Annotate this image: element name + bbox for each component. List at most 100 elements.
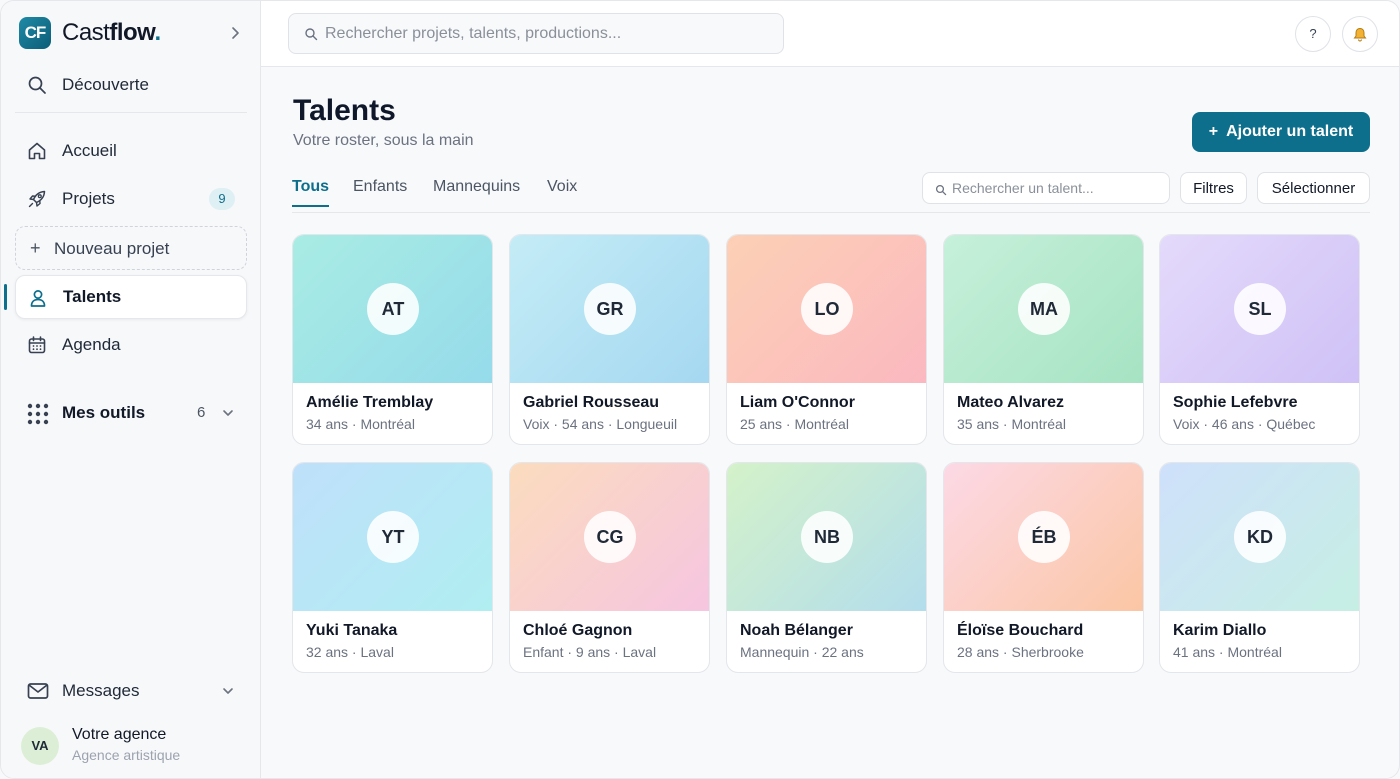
talent-name: Éloïse Bouchard — [957, 622, 1084, 639]
talent-name: Karim Diallo — [1173, 622, 1267, 639]
talent-card[interactable]: YT Yuki Tanaka 32 ans · Laval — [292, 462, 493, 673]
chevron-down-icon[interactable] — [221, 684, 235, 698]
brand-name: Castflow. — [62, 19, 161, 46]
avatar: LO — [801, 283, 853, 335]
talent-card[interactable]: SL Sophie Lefebvre Voix · 46 ans · Québec — [1159, 234, 1360, 445]
talent-cover: CG — [510, 463, 709, 611]
page-title: Talents — [293, 94, 396, 127]
tab-all[interactable]: Tous — [292, 178, 330, 195]
talent-card[interactable]: NB Noah Bélanger Mannequin · 22 ans — [726, 462, 927, 673]
talent-name: Sophie Lefebvre — [1173, 394, 1298, 411]
page-subtitle: Votre roster, sous la main — [293, 132, 474, 149]
avatar: GR — [584, 283, 636, 335]
add-talent-label: Ajouter un talent — [1226, 123, 1354, 140]
talent-cover: SL — [1160, 235, 1359, 383]
sidebar-item-projects[interactable]: Projets 9 — [15, 177, 247, 221]
agency-profile[interactable]: VA Votre agence Agence artistique — [21, 725, 251, 767]
talent-name: Noah Bélanger — [740, 622, 853, 639]
sidebar-divider — [15, 112, 247, 113]
new-project-button[interactable]: + Nouveau projet — [15, 226, 247, 270]
notifications-button[interactable] — [1342, 16, 1378, 52]
tab-voices[interactable]: Voix — [547, 178, 578, 195]
talent-meta: 28 ans · Sherbrooke — [957, 644, 1084, 660]
tabs-divider — [292, 212, 1370, 213]
talent-name: Chloé Gagnon — [523, 622, 633, 639]
talent-cover: LO — [727, 235, 926, 383]
grid-icon — [27, 403, 49, 425]
talent-search[interactable] — [922, 172, 1170, 204]
sidebar-item-agenda[interactable]: Agenda — [15, 323, 247, 367]
talent-meta: 34 ans · Montréal — [306, 416, 415, 432]
sidebar-item-discover[interactable]: Découverte — [15, 63, 247, 107]
tab-models[interactable]: Mannequins — [433, 178, 521, 195]
sidebar: CF Castflow. Découverte Accueil Projets … — [1, 1, 261, 778]
sidebar-item-label: Découverte — [62, 75, 149, 94]
talent-meta: 32 ans · Laval — [306, 644, 394, 660]
help-button[interactable]: ? — [1295, 16, 1331, 52]
global-search[interactable] — [288, 13, 784, 54]
sidebar-item-talents[interactable]: Talents — [15, 275, 247, 319]
tools-count: 6 — [197, 404, 206, 421]
talent-card[interactable]: CG Chloé Gagnon Enfant · 9 ans · Laval — [509, 462, 710, 673]
mail-icon — [27, 681, 49, 701]
talent-card[interactable]: AT Amélie Tremblay 34 ans · Montréal — [292, 234, 493, 445]
topbar: ? — [261, 1, 1399, 67]
talent-card[interactable]: GR Gabriel Rousseau Voix · 54 ans · Longue… — [509, 234, 710, 445]
talent-cover: NB — [727, 463, 926, 611]
avatar: CG — [584, 511, 636, 563]
chevron-down-icon[interactable] — [221, 406, 235, 420]
active-tab-indicator — [292, 205, 329, 207]
agency-name: Votre agence — [72, 726, 167, 743]
avatar: YT — [367, 511, 419, 563]
avatar: MA — [1018, 283, 1070, 335]
talent-card[interactable]: LO Liam O'Connor 25 ans · Montréal — [726, 234, 927, 445]
talent-meta: 41 ans · Montréal — [1173, 644, 1282, 660]
sidebar-item-label: Agenda — [62, 335, 121, 354]
talent-name: Gabriel Rousseau — [523, 394, 660, 411]
talent-card[interactable]: KD Karim Diallo 41 ans · Montréal — [1159, 462, 1360, 673]
talent-name: Amélie Tremblay — [306, 394, 434, 411]
talent-cover: ÉB — [944, 463, 1143, 611]
talent-meta: Mannequin · 22 ans — [740, 644, 864, 660]
sidebar-item-label: Messages — [62, 681, 140, 700]
filters-button[interactable]: Filtres — [1180, 172, 1247, 204]
plus-icon: + — [1208, 123, 1219, 140]
global-search-input[interactable] — [325, 14, 775, 53]
select-button[interactable]: Sélectionner — [1257, 172, 1370, 204]
talent-meta: Voix · 54 ans · Longueuil — [523, 416, 678, 432]
talent-cover: GR — [510, 235, 709, 383]
sidebar-item-tools[interactable]: Mes outils 6 — [15, 391, 247, 435]
search-icon — [304, 27, 318, 41]
bell-icon — [1353, 27, 1367, 45]
sidebar-item-messages[interactable]: Messages — [15, 669, 247, 713]
talent-name: Liam O'Connor — [740, 394, 855, 411]
talent-cover: KD — [1160, 463, 1359, 611]
brand[interactable]: CF Castflow. — [19, 17, 161, 49]
avatar: NB — [801, 511, 853, 563]
sidebar-item-label: Mes outils — [62, 403, 146, 422]
search-icon — [935, 183, 947, 196]
avatar: ÉB — [1018, 511, 1070, 563]
new-project-label: Nouveau projet — [54, 239, 170, 258]
talent-search-input[interactable] — [952, 173, 1162, 203]
avatar: AT — [367, 283, 419, 335]
agency-subtitle: Agence artistique — [72, 747, 181, 763]
user-icon — [28, 288, 48, 308]
home-icon — [27, 141, 47, 161]
talent-meta: 25 ans · Montréal — [740, 416, 849, 432]
talent-meta: Voix · 46 ans · Québec — [1173, 416, 1316, 432]
add-talent-button[interactable]: + Ajouter un talent — [1192, 112, 1370, 152]
search-icon — [27, 75, 47, 95]
talent-meta: Enfant · 9 ans · Laval — [523, 644, 657, 660]
talent-meta: 35 ans · Montréal — [957, 416, 1066, 432]
talent-card[interactable]: MA Mateo Alvarez 35 ans · Montréal — [943, 234, 1144, 445]
avatar: SL — [1234, 283, 1286, 335]
chevron-right-icon[interactable] — [227, 23, 243, 43]
sidebar-item-label: Talents — [63, 287, 122, 306]
sidebar-item-label: Accueil — [62, 141, 117, 160]
sidebar-item-home[interactable]: Accueil — [15, 129, 247, 173]
avatar: KD — [1234, 511, 1286, 563]
talent-card[interactable]: ÉB Éloïse Bouchard 28 ans · Sherbrooke — [943, 462, 1144, 673]
tab-children[interactable]: Enfants — [353, 178, 408, 195]
